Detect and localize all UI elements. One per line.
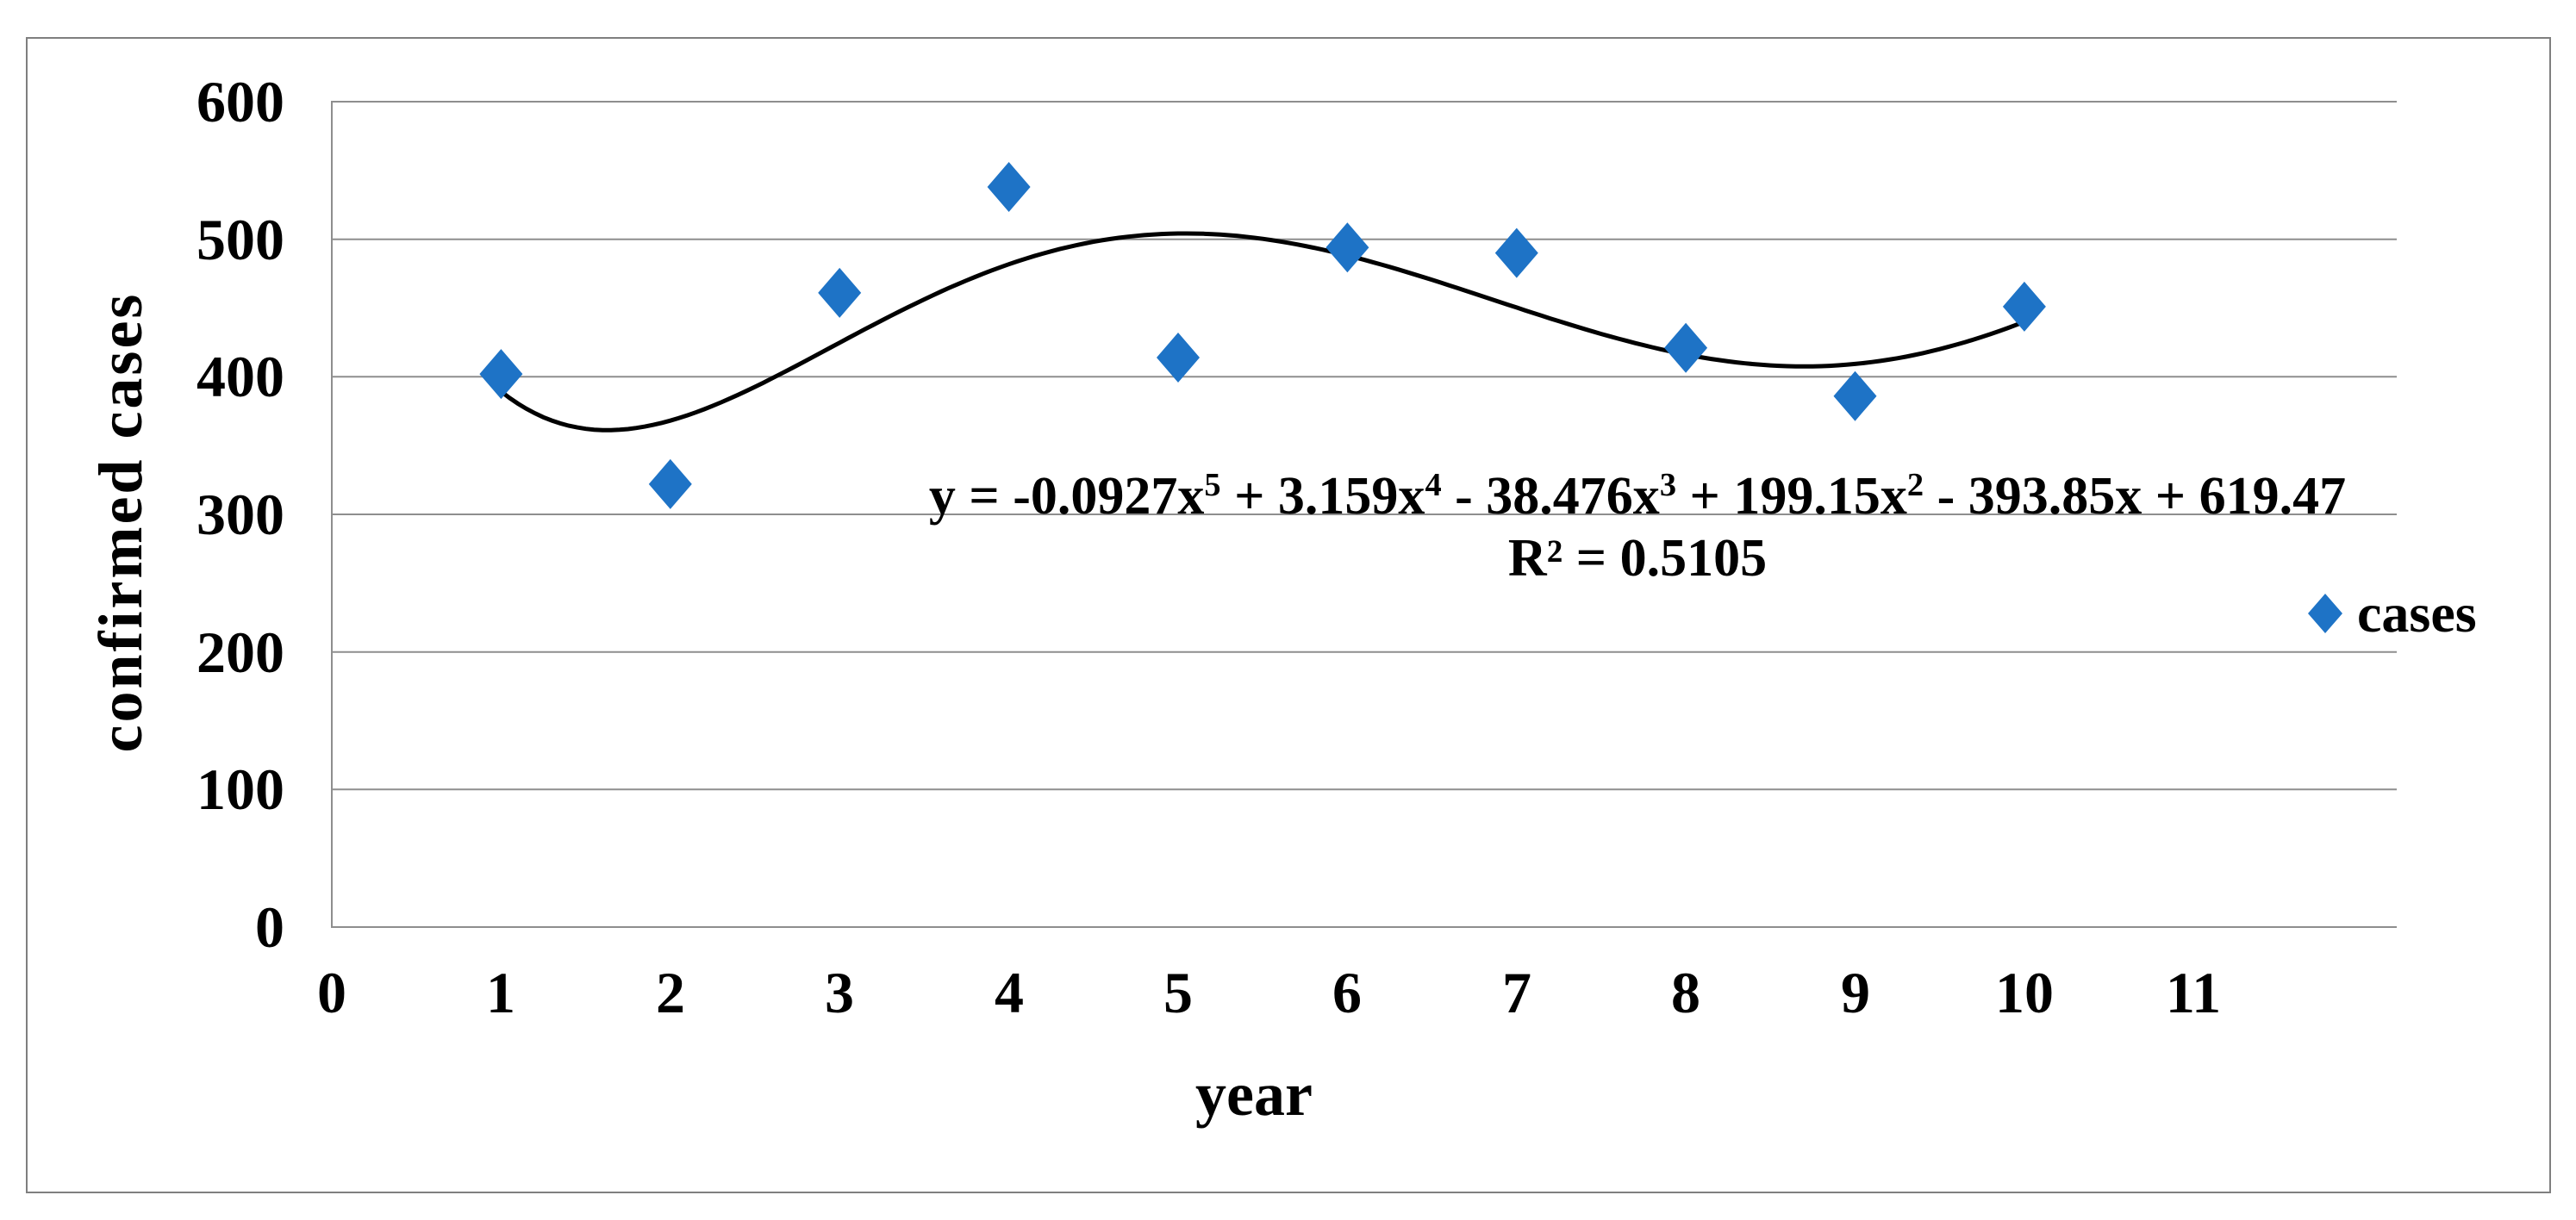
data-point-diamond [1494, 227, 1538, 278]
legend-diamond-icon [2308, 594, 2342, 633]
chart-border [26, 37, 2551, 1193]
data-point-diamond [1325, 222, 1369, 273]
y-tick-label-600: 600 [196, 69, 284, 134]
y-tick-label-200: 200 [196, 619, 284, 685]
y-tick-label-300: 300 [196, 482, 284, 547]
x-tick-label-8: 8 [1671, 960, 1700, 1025]
data-point-diamond [1833, 370, 1877, 421]
x-tick-label-3: 3 [825, 960, 854, 1025]
x-tick-label-5: 5 [1163, 960, 1193, 1025]
data-point-diamond [2002, 281, 2046, 332]
data-point-diamond [987, 162, 1031, 212]
y-tick-label-100: 100 [196, 756, 284, 822]
trendline-equation: y = -0.0927x5 + 3.159x4 - 38.476x3 + 199… [928, 466, 2347, 526]
y-tick-label-400: 400 [196, 344, 284, 409]
trendline-annotation: y = -0.0927x5 + 3.159x4 - 38.476x3 + 199… [771, 465, 2504, 589]
x-axis-title: year [1195, 1060, 1313, 1129]
legend-series-label: cases [2357, 582, 2477, 644]
r-squared-label: R² = 0.5105 [1507, 529, 1768, 588]
data-point-diamond [479, 349, 523, 400]
x-tick-label-9: 9 [1841, 960, 1870, 1025]
x-tick-label-2: 2 [656, 960, 685, 1025]
trendline-curve [498, 231, 2027, 433]
x-tick-label-0: 0 [317, 960, 346, 1025]
y-axis-title: confirmed cases [86, 291, 155, 753]
x-tick-label-11: 11 [2165, 960, 2222, 1025]
x-tick-label-7: 7 [1502, 960, 1531, 1025]
data-point-diamond [1157, 333, 1200, 383]
y-tick-label-500: 500 [196, 207, 284, 272]
data-point-diamond [1664, 322, 1708, 373]
x-tick-label-4: 4 [995, 960, 1024, 1025]
x-tick-label-1: 1 [486, 960, 515, 1025]
x-tick-label-6: 6 [1332, 960, 1362, 1025]
y-tick-label-0: 0 [255, 894, 284, 960]
data-point-diamond [648, 458, 692, 509]
x-tick-label-10: 10 [1995, 960, 2054, 1025]
data-point-diamond [818, 267, 862, 318]
